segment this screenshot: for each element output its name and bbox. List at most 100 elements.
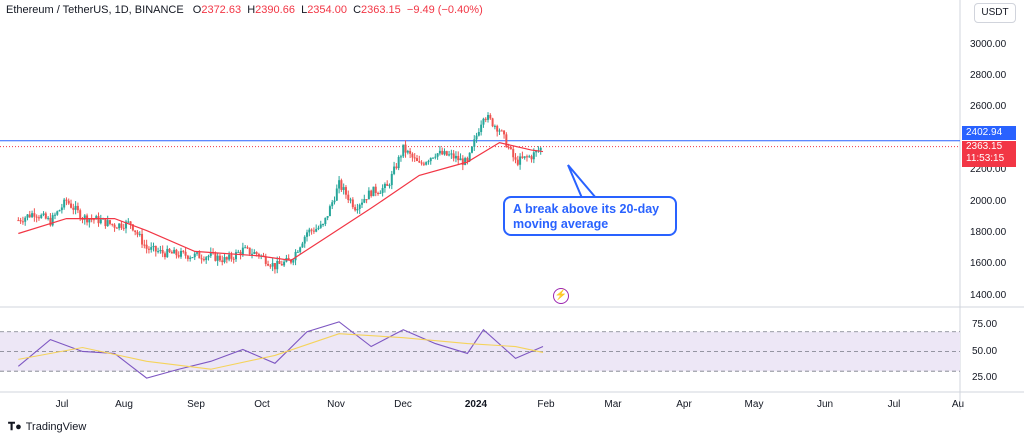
candle-body [40,214,43,218]
candle-body [173,249,176,254]
candle-body [79,210,82,220]
candle-body [340,180,343,190]
open-label: O [192,4,202,16]
candle-body [230,254,233,259]
candle-body [218,255,221,261]
candle-body [480,124,483,133]
candle-body [354,207,357,211]
x-tick-label: Jul [55,399,69,410]
candle-body [347,194,350,201]
x-tick-label: Aug [115,399,133,410]
candle-body [301,243,304,248]
candle-body [390,173,393,186]
candle-body [519,156,522,165]
candle-body [19,220,22,222]
candle-body [470,146,473,153]
candle-body [120,223,123,228]
currency-button[interactable]: USDT [974,3,1016,23]
candle-body [273,263,276,270]
candle-body [191,257,194,259]
candle-body [81,219,84,221]
candle-body [296,251,299,253]
candle-body [505,134,508,148]
candle-body [257,254,260,257]
x-tick-label: Jun [816,399,834,410]
candle-body [507,147,510,149]
tradingview-logo[interactable]: 𝐓● TradingView [8,421,86,434]
candle-body [35,216,38,218]
candle-body [209,252,212,256]
candle-body [125,221,128,229]
candle-body [113,224,116,228]
candle-body [475,135,478,140]
candle-body [473,139,476,147]
callout-pointer [567,164,597,199]
candle-body [278,261,281,264]
y-tick-label: 1400.00 [970,290,1007,301]
y-tick-label: 2600.00 [970,101,1007,112]
candle-body [97,216,100,224]
candle-body [418,160,421,163]
candle-body [152,245,155,248]
x-tick-label: Dec [394,399,412,410]
candle-body [267,263,270,266]
candle-body [104,218,107,227]
candle-body [47,217,50,219]
candle-body [514,157,517,160]
high-value: 2390.66 [255,4,295,16]
high-label: H [247,4,256,16]
candle-body [530,156,533,160]
candle-body [283,261,286,266]
candle-body [189,257,192,259]
candle-body [402,144,405,157]
candle-body [532,152,535,160]
candle-body [88,218,91,223]
candle-body [76,205,79,211]
countdown-value: 11:53:15 [966,153,1005,164]
lightning-bolt-icon[interactable]: ⚡ [553,288,569,304]
candle-body [448,154,451,156]
close-value: 2363.15 [361,4,401,16]
candle-body [99,219,102,224]
candle-body [214,252,217,261]
candle-body [326,216,329,218]
candle-body [269,265,272,267]
candle-body [503,130,506,135]
candle-body [170,251,173,254]
candle-body [464,158,467,165]
candle-body [150,247,153,250]
callout-line-1: A break above its 20-day [513,202,660,216]
candle-body [161,249,164,254]
candle-body [67,200,70,204]
candle-body [349,199,352,201]
candle-body [228,254,231,260]
candle-body [177,255,180,257]
line-price-tag: 2402.94 [962,126,1016,140]
rsi-tick-label: 50.00 [972,346,998,357]
candle-body [429,157,432,162]
y-tick-label: 2800.00 [970,70,1007,81]
candle-body [122,227,125,229]
candle-body [372,186,375,197]
y-tick-label: 1600.00 [970,258,1007,269]
candle-body [129,221,132,225]
symbol-label[interactable]: Ethereum / TetherUS, 1D, BINANCE [6,4,184,16]
candle-body [184,251,187,256]
candle-body [63,199,66,208]
candle-body [425,162,428,165]
candle-body [70,203,73,208]
candle-body [468,152,471,161]
annotation-callout[interactable]: A break above its 20-day moving average [503,196,677,236]
candle-body [482,118,485,125]
x-tick-label: Apr [676,399,692,410]
candle-body [381,188,384,193]
candle-body [308,229,311,233]
candle-body [335,188,338,201]
candle-body [134,230,137,233]
candle-body [111,223,114,225]
rsi-tick-label: 75.00 [972,319,998,330]
candle-body [21,221,24,223]
candle-body [386,183,389,186]
candle-body [413,157,416,159]
